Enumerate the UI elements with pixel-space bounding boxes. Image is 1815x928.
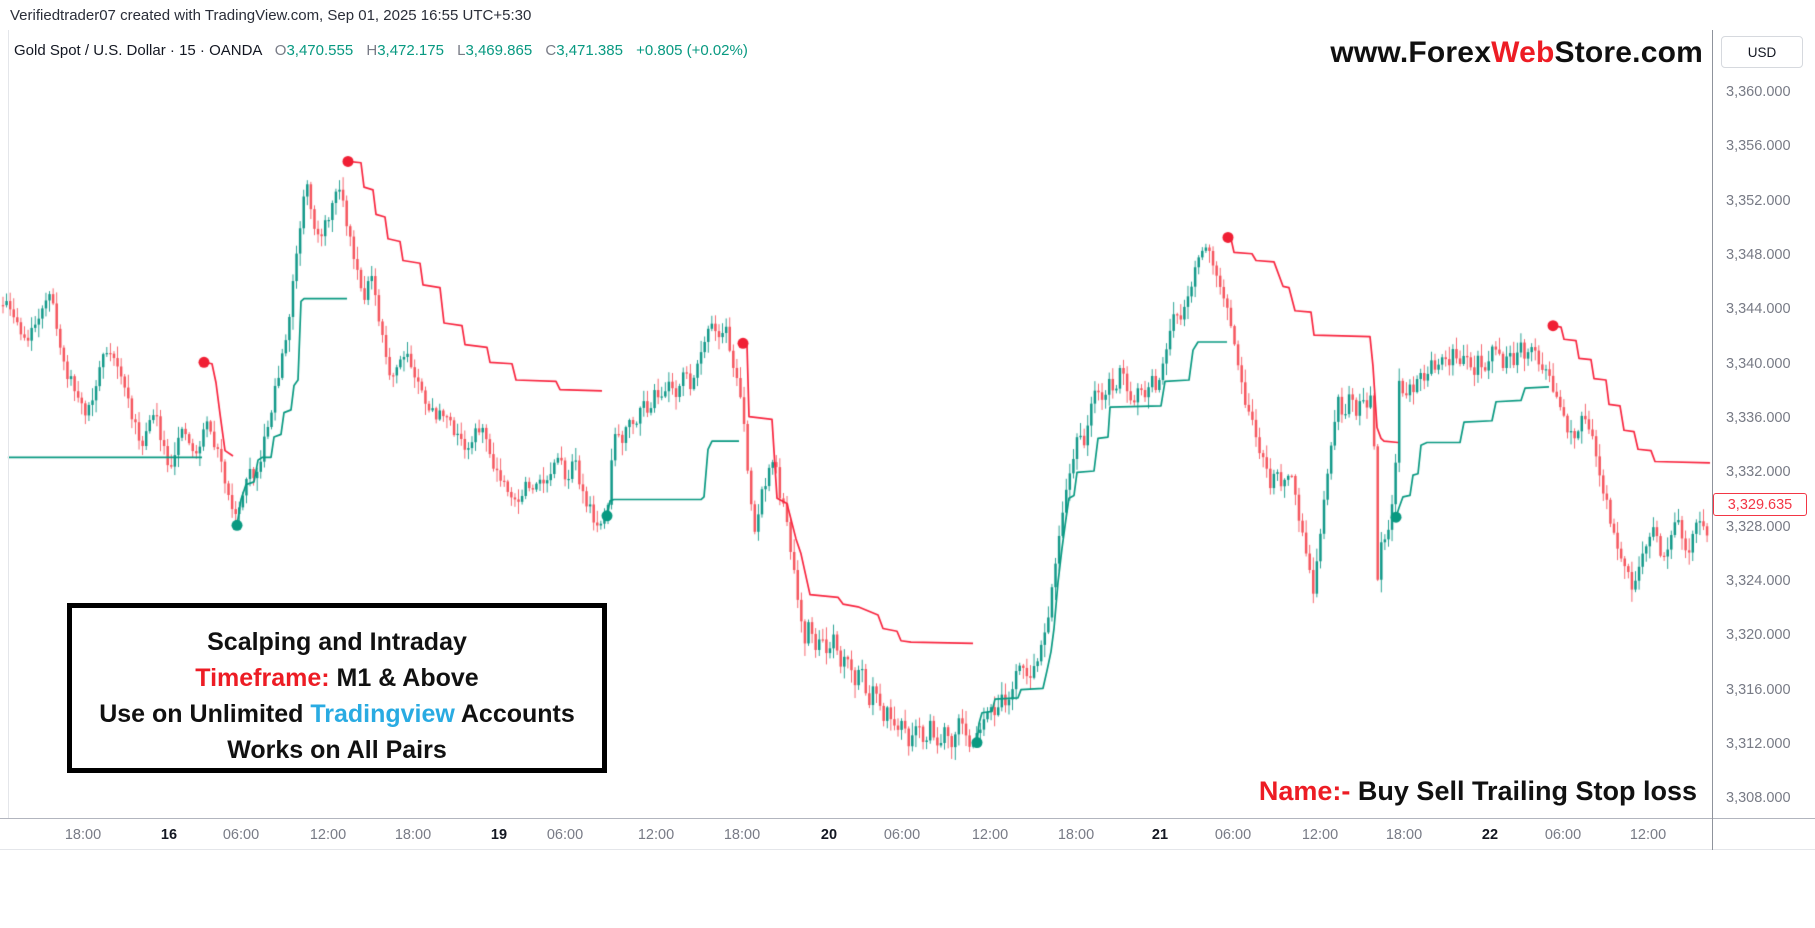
price-tick-label: 3,316.000 xyxy=(1726,681,1791,698)
time-axis-label: 12:00 xyxy=(637,827,675,843)
time-axis-label: 12:00 xyxy=(309,827,347,843)
name-text: Buy Sell Trailing Stop loss xyxy=(1350,776,1697,806)
timeframe-label: Timeframe: xyxy=(195,664,330,692)
price-tick-label: 3,352.000 xyxy=(1726,192,1791,209)
open-label: O xyxy=(274,42,287,59)
close-value: 3,471.385 xyxy=(556,42,623,59)
last-price-badge: 3,329.635 xyxy=(1713,493,1807,517)
indicator-name-label: Name:- Buy Sell Trailing Stop loss xyxy=(1259,776,1697,807)
time-axis-label: 06:00 xyxy=(883,827,921,843)
time-axis-day-label: 16 xyxy=(160,827,178,843)
low-label: L xyxy=(457,42,466,59)
watermark-suffix: Store.com xyxy=(1554,36,1703,69)
time-axis-day-label: 21 xyxy=(1151,827,1169,843)
forexwebstore-watermark: www.ForexWebStore.com xyxy=(1330,36,1703,70)
symbol-title: Gold Spot / U.S. Dollar xyxy=(14,42,166,59)
price-tick-label: 3,344.000 xyxy=(1726,301,1791,318)
high-label: H xyxy=(366,42,378,59)
high-value: 3,472.175 xyxy=(377,42,444,59)
price-tick-label: 3,324.000 xyxy=(1726,572,1791,589)
time-axis-label: 18:00 xyxy=(64,827,102,843)
time-axis-label: 12:00 xyxy=(971,827,1009,843)
time-axis-label: 18:00 xyxy=(723,827,761,843)
price-tick-label: 3,360.000 xyxy=(1726,84,1791,100)
time-axis-label: 12:00 xyxy=(1301,827,1339,843)
price-tick-label: 3,328.000 xyxy=(1726,518,1791,535)
price-tick-label: 3,356.000 xyxy=(1726,138,1791,155)
annotation-line-4: Works on All Pairs xyxy=(227,736,447,764)
currency-toggle-button[interactable]: USD xyxy=(1721,36,1803,68)
time-axis-label: 18:00 xyxy=(394,827,432,843)
open-value: 3,470.555 xyxy=(286,42,354,59)
price-tick-label: 3,312.000 xyxy=(1726,735,1791,752)
change-value: +0.805 (+0.02%) xyxy=(636,42,748,59)
name-prefix: Name:- xyxy=(1258,776,1351,806)
tradingview-brand-word: Tradingview xyxy=(310,700,455,728)
time-axis-day-label: 22 xyxy=(1481,827,1499,843)
time-axis-label: 12:00 xyxy=(1629,827,1667,843)
price-axis[interactable]: 3,360.000 3,356.000 3,352.000 3,348.000 3,34… xyxy=(1713,30,1815,818)
promo-annotation-box[interactable]: Scalping and Intraday Timeframe: M1 & Ab… xyxy=(67,603,607,773)
watermark-accent: Web xyxy=(1491,36,1555,69)
attribution-text: Verifiedtrader07 created with TradingVie… xyxy=(10,7,532,24)
time-axis[interactable]: 18:00 16 06:00 12:00 18:00 19 06:00 12:00 18:00 2… xyxy=(0,818,1815,850)
time-axis-label: 18:00 xyxy=(1385,827,1423,843)
time-axis-label: 06:00 xyxy=(546,827,584,843)
low-value: 3,469.865 xyxy=(465,42,533,59)
price-axis-separator xyxy=(1712,30,1713,850)
close-label: C xyxy=(545,42,557,59)
time-axis-day-label: 19 xyxy=(490,827,508,843)
time-axis-label: 18:00 xyxy=(1057,827,1095,843)
attribution-bar: Verifiedtrader07 created with TradingVie… xyxy=(0,0,1815,30)
price-tick-label: 3,336.000 xyxy=(1726,409,1791,426)
symbol-meta: · 15 · OANDA xyxy=(169,42,262,59)
pane-left-border xyxy=(8,30,9,818)
price-tick-label: 3,320.000 xyxy=(1726,627,1791,644)
price-tick-label: 3,340.000 xyxy=(1726,355,1791,372)
annotation-line-3: Use on Unlimited Tradingview Accounts xyxy=(99,700,575,728)
price-tick-label: 3,308.000 xyxy=(1726,790,1791,807)
footer-bar: TradingView xyxy=(0,851,1815,928)
time-axis-day-label: 20 xyxy=(820,827,838,843)
watermark-prefix: www.Forex xyxy=(1330,36,1492,69)
price-tick-label: 3,348.000 xyxy=(1726,246,1791,263)
annotation-line-2: Timeframe: M1 & Above xyxy=(195,664,479,692)
time-axis-label: 06:00 xyxy=(1544,827,1582,843)
symbol-legend: Gold Spot / U.S. Dollar · 15 · OANDA O3,… xyxy=(14,42,748,59)
annotation-line-1: Scalping and Intraday xyxy=(207,628,467,656)
time-axis-label: 06:00 xyxy=(1214,827,1252,843)
price-tick-label: 3,332.000 xyxy=(1726,464,1791,481)
time-axis-label: 06:00 xyxy=(222,827,260,843)
